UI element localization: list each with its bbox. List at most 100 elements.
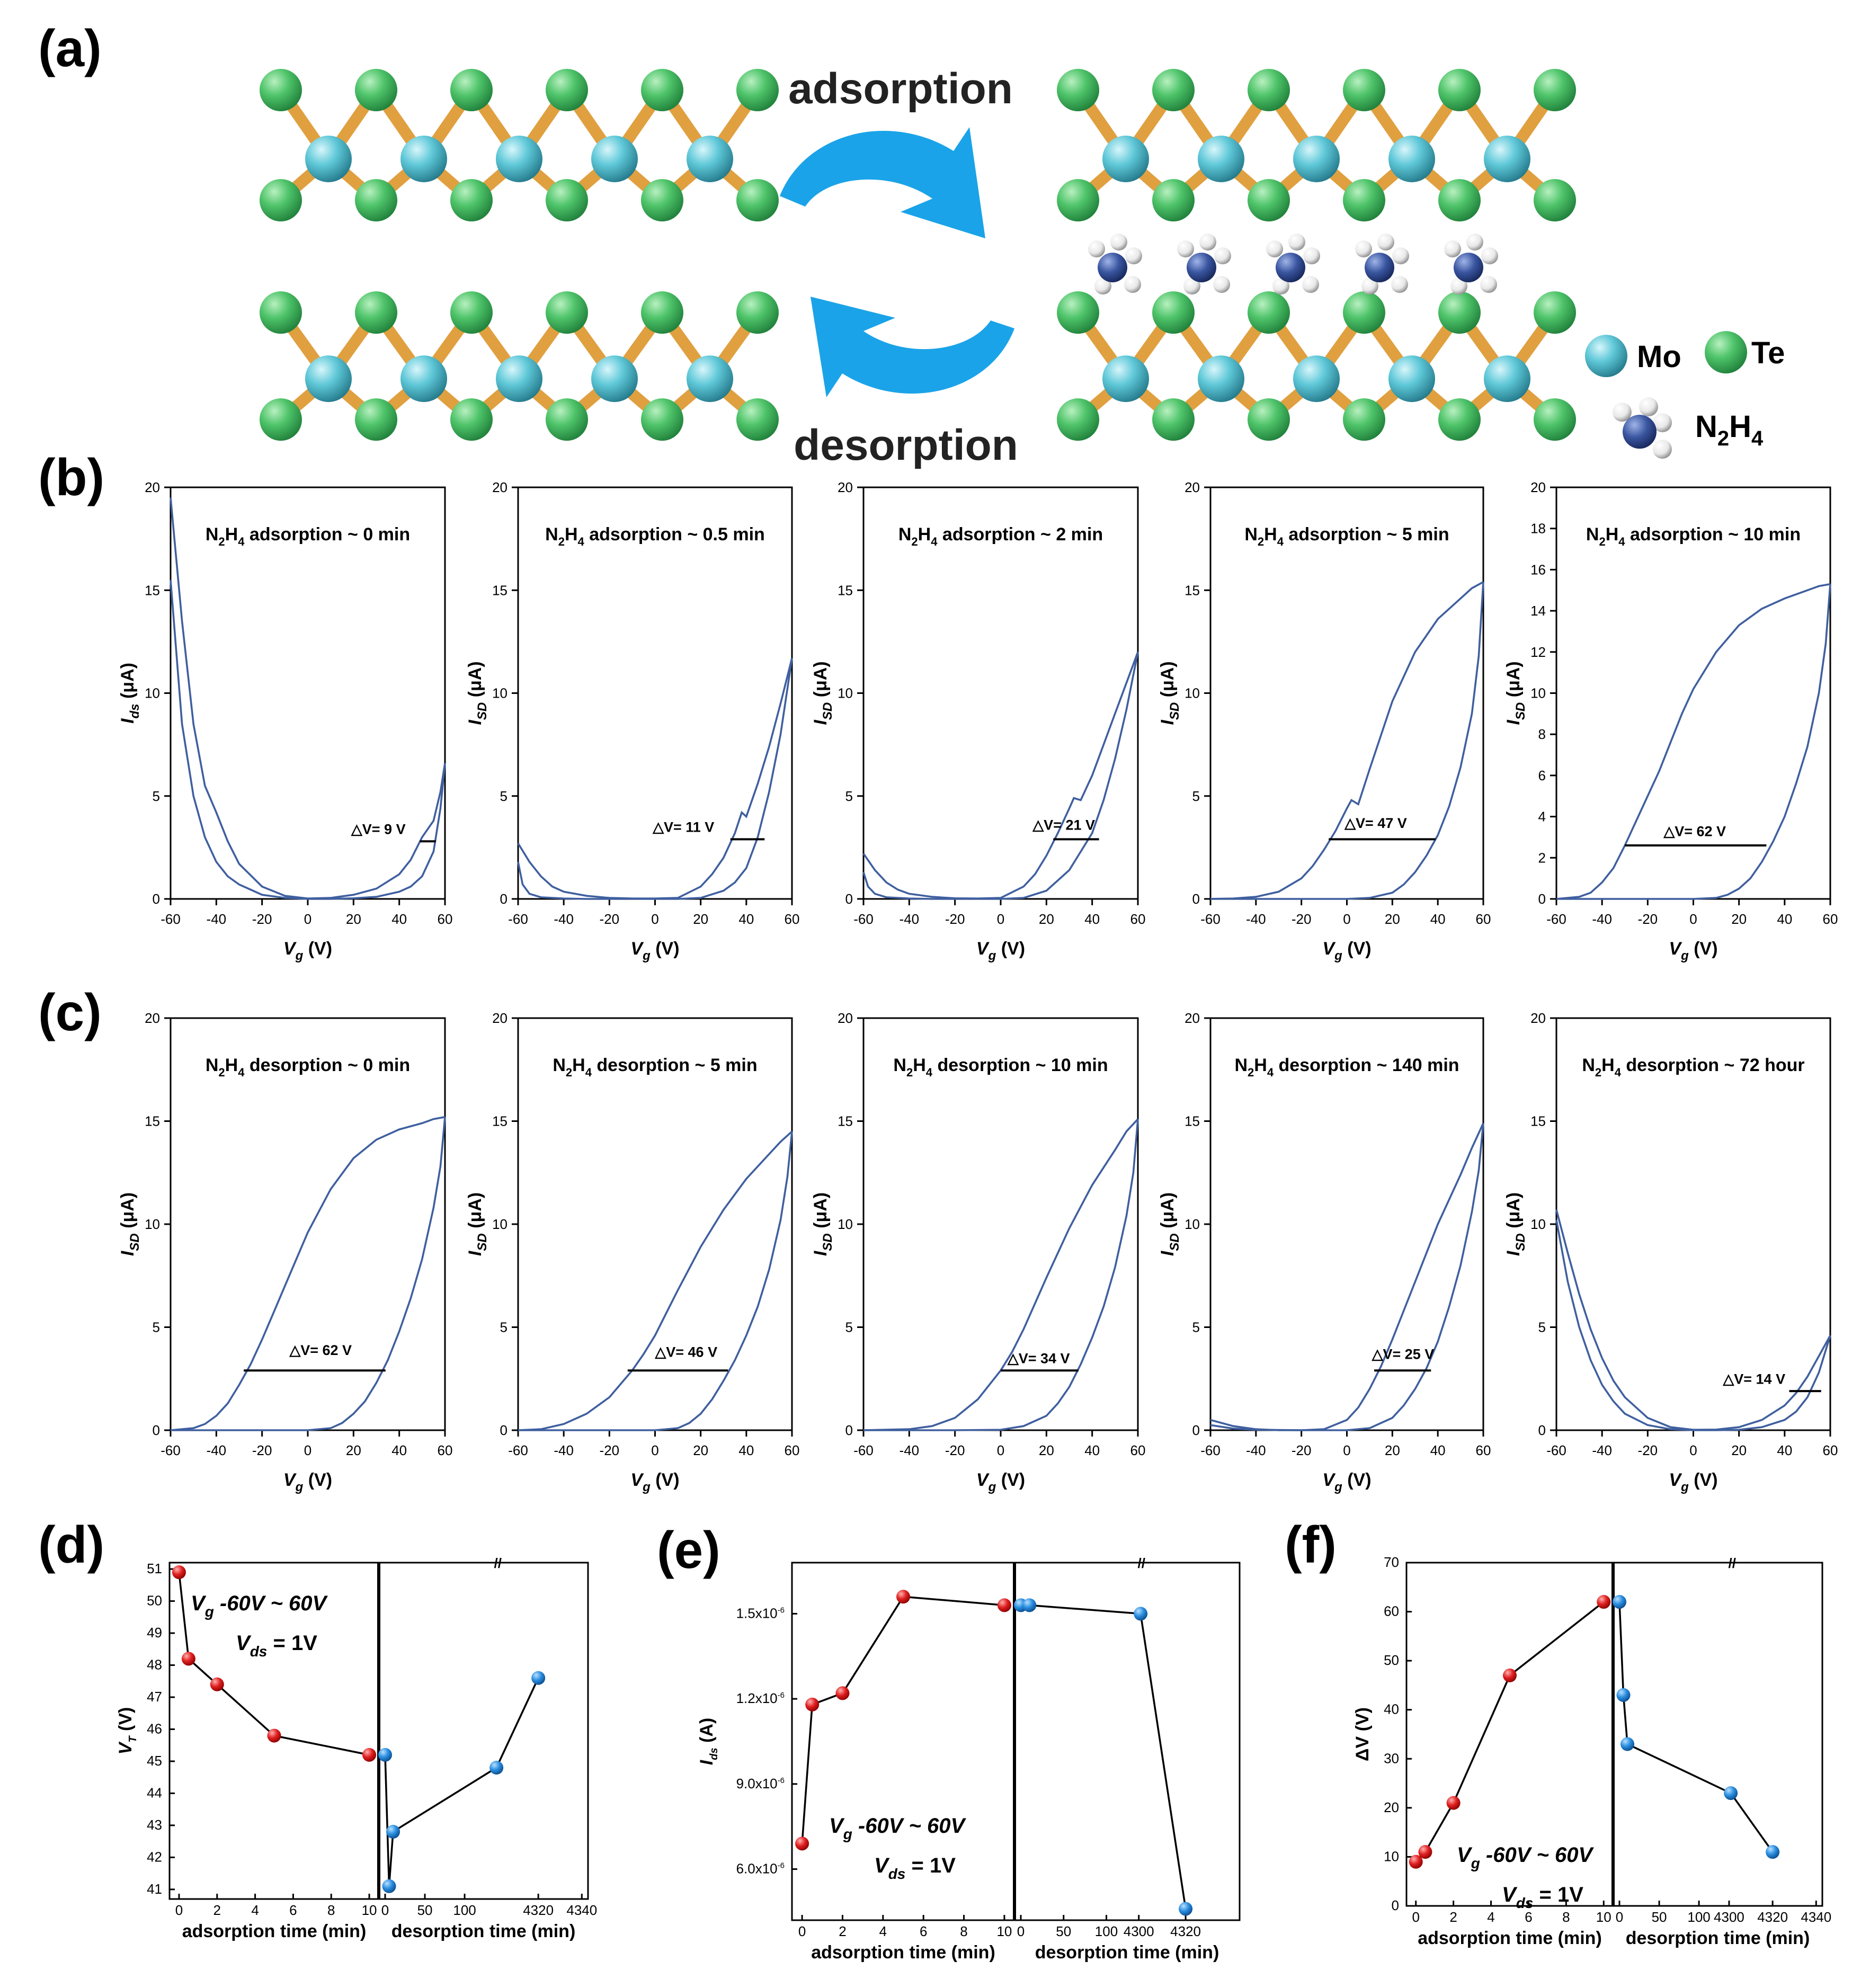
x-tick-label: 4: [1487, 1909, 1494, 1925]
mote2-crystal-layers: [260, 69, 1576, 441]
y-axis-unit: (μA): [118, 663, 138, 703]
mo-atom: [1484, 355, 1530, 402]
h-atom: [1088, 240, 1105, 257]
x-tick-label: 0: [1689, 911, 1697, 927]
te-atom: [641, 291, 683, 334]
y-tick-label: 8: [1538, 726, 1546, 742]
te-atom: [736, 179, 779, 221]
curve-reverse: [863, 1119, 1139, 1431]
te-atom: [1248, 69, 1290, 111]
title-sub2: 4: [1615, 1066, 1622, 1079]
te-atom: [260, 179, 302, 221]
adsorption-line: [1415, 1601, 1605, 1862]
x-axis-sub: g: [988, 1480, 996, 1494]
title-sub2: 4: [1267, 1066, 1274, 1079]
y-axis-unit: (μA): [811, 1192, 831, 1233]
x-tick-label: 20: [693, 1442, 708, 1458]
title-sub2: 4: [1618, 535, 1625, 548]
x-tick-label: -20: [600, 911, 620, 927]
h-atom: [1272, 278, 1289, 295]
x-axis-sub: g: [988, 949, 996, 963]
x-tick-label: 0: [651, 911, 658, 927]
x-axis-title-left: adsorption time (min): [811, 1942, 995, 1963]
h-atom: [1444, 240, 1461, 257]
title-text: adsorption ~ 0 min: [244, 524, 410, 545]
x-axis-unit: (V): [1689, 939, 1718, 959]
h-atom: [1199, 234, 1216, 251]
y-tick-label: 48: [147, 1657, 162, 1673]
y-axis-var: ΔV (V): [1352, 1707, 1373, 1761]
desorption-point: [1179, 1902, 1193, 1916]
mo-atom: [687, 355, 733, 402]
desorption-point: [382, 1879, 396, 1893]
adsorption-point: [362, 1748, 377, 1762]
y-axis-unit: (V): [115, 1707, 136, 1736]
y-tick-mantissa: 50: [1384, 1652, 1399, 1668]
h-atom: [1302, 276, 1319, 293]
x-tick-label: 4: [251, 1902, 259, 1918]
adsorption-line: [801, 1595, 1005, 1844]
delta-v-label: △V= 25 V: [1372, 1347, 1435, 1362]
y-axis-title: ISD (μA): [811, 661, 835, 725]
x-axis-var: V: [1669, 939, 1682, 959]
x-axis-unit: (V): [651, 1470, 680, 1490]
x-axis-title-left: adsorption time (min): [182, 1921, 367, 1941]
y-axis-sub: ds: [128, 703, 142, 718]
plot-frame: [517, 1017, 793, 1431]
panel-label-b: (b): [38, 448, 104, 506]
te-atom: [450, 398, 493, 441]
legend-te-label: Te: [1751, 336, 1785, 370]
te-atom: [260, 291, 302, 334]
desorption-point: [489, 1761, 504, 1775]
delta-v-label: △V= 62 V: [1663, 823, 1726, 839]
h-atom: [1094, 278, 1111, 295]
x-tick-label: 60: [438, 1442, 453, 1458]
x-axis-sub: g: [1334, 949, 1342, 963]
desorption-line: [1021, 1604, 1187, 1909]
title-sub1: 2: [1248, 1066, 1254, 1079]
axis-break-mark: //: [1138, 1555, 1145, 1571]
mo-atom: [1293, 355, 1340, 402]
y-tick-label: 5: [153, 1320, 160, 1335]
annotation-vds-val: = 1V: [267, 1632, 317, 1655]
y-axis-unit: (A): [697, 1718, 717, 1748]
x-tick-label: 2: [1449, 1909, 1457, 1925]
y-axis-title: ISD (μA): [1157, 661, 1182, 725]
annotation-vds: Vds = 1V: [874, 1854, 956, 1882]
te-atom: [1152, 398, 1195, 441]
title-h: H: [1601, 1055, 1615, 1075]
chart-title: N2H4 desorption ~ 5 min: [553, 1055, 757, 1079]
chart-b4: -60 -40 -20 0 20 40 60 0 5 10 15 20 Vg (V) ISD (μA) N2…: [1157, 479, 1491, 963]
desorption-point: [1022, 1598, 1037, 1612]
y-tick-label: 15: [1530, 1113, 1546, 1129]
curve-forward: [170, 497, 446, 900]
x-axis-title: Vg (V): [283, 1470, 332, 1494]
y-tick-label: 1.5x10-6: [736, 1605, 785, 1621]
mote2-layer-left-bottom: [260, 291, 779, 441]
x-tick-label: 10: [1596, 1909, 1611, 1925]
desorption-label: desorption: [794, 421, 1018, 469]
title-text: desorption ~ 0 min: [244, 1055, 410, 1075]
y-tick-label: 15: [492, 582, 507, 598]
y-tick-label: 43: [147, 1817, 162, 1833]
title-h: H: [918, 524, 931, 545]
annotation-vds-sub: ds: [250, 1643, 268, 1660]
y-tick-label: 41: [147, 1881, 162, 1897]
y-tick-label: 20: [492, 1010, 507, 1026]
annotation-vg-var: V: [829, 1814, 845, 1838]
x-tick-label: -20: [252, 1442, 272, 1458]
y-tick-label: 20: [1185, 1010, 1200, 1026]
h-atom: [1355, 240, 1372, 257]
annotation-vds-var: V: [236, 1632, 252, 1655]
h-atom: [1481, 247, 1498, 264]
annotation-vg-var: V: [191, 1592, 207, 1615]
y-tick-label: 20: [1384, 1799, 1399, 1815]
chart-b1: -60 -40 -20 0 20 40 60 0 5 10 15 20 Vg (V) Ids (μA) N2…: [118, 479, 452, 963]
title-h: H: [565, 524, 578, 545]
te-atom: [1343, 398, 1385, 441]
te-atom: [546, 398, 588, 441]
te-atom: [1534, 291, 1576, 334]
